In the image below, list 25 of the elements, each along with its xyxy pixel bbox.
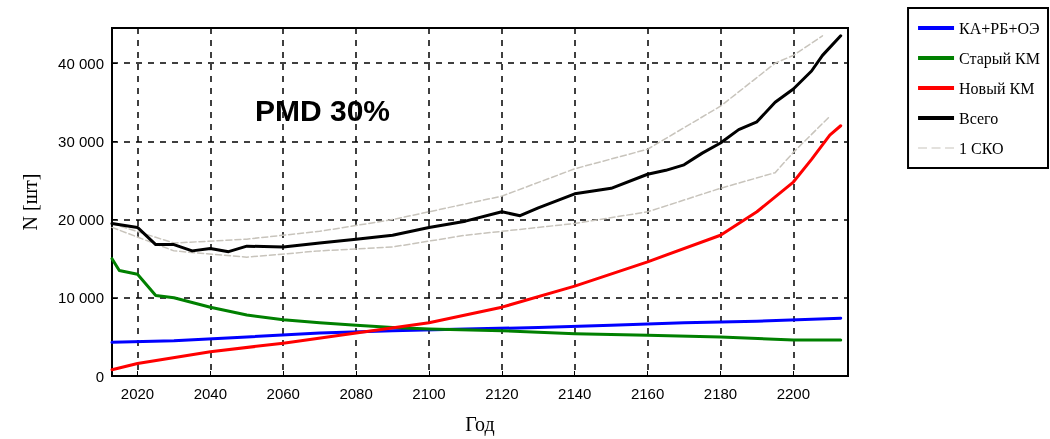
y-tick-label: 20 000 — [58, 211, 104, 229]
x-tick-label: 2060 — [266, 385, 300, 402]
line-series — [110, 257, 843, 342]
x-tick-label: 2040 — [193, 385, 228, 402]
x-axis-title: Год — [465, 413, 495, 436]
y-tick-label: 30 000 — [58, 132, 104, 150]
legend-label: КА+РБ+ОЭ — [959, 19, 1040, 37]
x-tick-label: 2140 — [558, 385, 592, 402]
x-tick-label: 2180 — [703, 385, 738, 402]
y-axis-title: N [шт] — [19, 173, 41, 231]
legend-label: Всего — [959, 109, 999, 127]
y-tick-label: 0 — [95, 367, 104, 385]
x-tick-label: 2160 — [630, 385, 665, 402]
legend-label: 1 СКО — [959, 139, 1004, 157]
x-tick-label: 2020 — [120, 385, 155, 402]
x-tick-label: 2120 — [485, 385, 519, 402]
x-tick-label: 2200 — [776, 385, 811, 402]
legend-label: Старый КМ — [959, 49, 1041, 68]
y-tick-label: 10 000 — [58, 289, 104, 307]
line-series — [110, 124, 843, 372]
y-tick-label: 40 000 — [58, 54, 104, 72]
x-tick-label: 2100 — [412, 385, 446, 402]
legend-label: Новый КМ — [959, 79, 1035, 97]
annotation: PMD 30% — [255, 93, 391, 127]
x-tick-label: 2080 — [339, 385, 373, 402]
